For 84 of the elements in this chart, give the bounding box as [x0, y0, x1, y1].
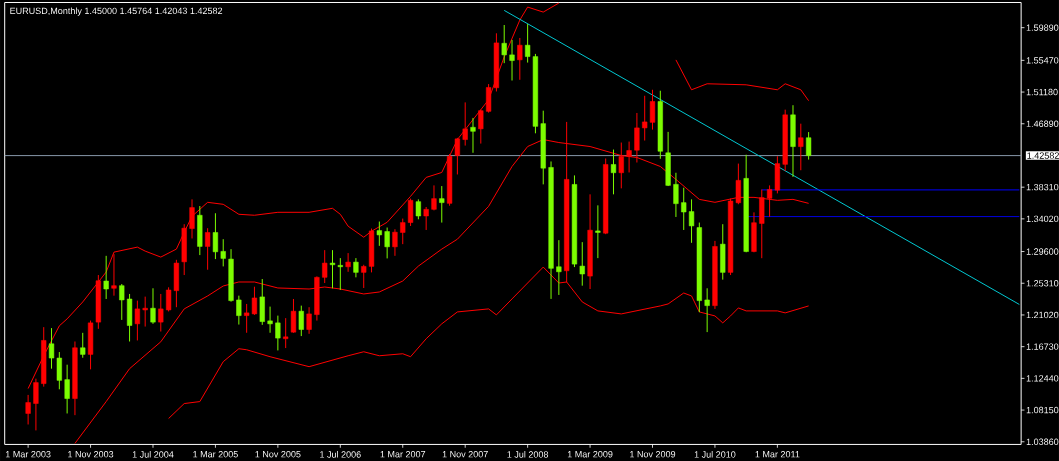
- candlestick: [806, 131, 812, 160]
- y-tick-label: 1.34020: [1026, 215, 1059, 222]
- candlestick: [454, 137, 460, 175]
- y-tick-label: 1.38310: [1026, 183, 1059, 191]
- candlestick: [142, 295, 148, 327]
- candlestick: [212, 212, 219, 260]
- candlestick: [267, 305, 273, 334]
- candlestick: [290, 298, 297, 334]
- candlestick: [376, 220, 382, 247]
- candlestick: [392, 228, 398, 257]
- x-tick-label: 1 Jul 2008: [507, 450, 549, 458]
- candlestick: [517, 37, 523, 81]
- candlestick: [681, 187, 687, 231]
- candlestick: [439, 185, 445, 223]
- candlestick: [556, 239, 562, 296]
- y-tick-label: 1.29600: [1026, 248, 1059, 255]
- text: EURUSD,Monthly 1.45000 1.45764 1.42043 1.42582: [10, 7, 223, 16]
- y-tick-label: 1.03860: [1026, 438, 1059, 445]
- x-tick-label: 1 Mar 2005: [193, 450, 238, 458]
- candlestick: [298, 304, 304, 337]
- y-tick-label: 1.21020: [1026, 311, 1059, 318]
- x-tick-label: 1 Jul 2006: [320, 450, 361, 458]
- candlestick: [134, 299, 140, 341]
- candlestick: [618, 141, 624, 189]
- candlestick: [595, 204, 601, 259]
- candlestick: [501, 24, 507, 64]
- candlestick: [103, 255, 109, 300]
- candlestick: [353, 257, 359, 278]
- candlestick: [361, 264, 367, 289]
- candlestick: [150, 287, 156, 325]
- candlestick: [798, 123, 804, 171]
- x-tick-label: 1 Jul 2004: [132, 450, 174, 458]
- candlestick: [345, 252, 351, 273]
- x-tick-label: 1 Nov 2009: [630, 450, 676, 458]
- y-tick-label: 1.51180: [1026, 88, 1058, 96]
- candlestick: [158, 293, 164, 332]
- candlestick: [283, 317, 289, 349]
- candlestick: [688, 198, 695, 244]
- candlestick: [64, 364, 70, 414]
- candlestick: [220, 238, 226, 267]
- candlestick: [189, 198, 195, 239]
- y-tick-label: 1.55470: [1026, 56, 1059, 64]
- candlestick: [704, 287, 710, 333]
- x-tick-label: 1 Mar 2003: [5, 450, 51, 458]
- y-tick-label: 1.16730: [1026, 343, 1059, 350]
- y-tick-label: 1.46890: [1026, 120, 1059, 127]
- candlestick: [384, 226, 390, 259]
- candlestick: [25, 394, 31, 425]
- y-tick-label: 1.59890: [1026, 24, 1059, 31]
- candlestick: [462, 101, 468, 146]
- candlestick: [80, 332, 86, 359]
- candlestick: [400, 217, 406, 245]
- candlestick: [322, 249, 328, 284]
- y-tick-label: 1.25310: [1026, 279, 1059, 287]
- x-tick-label: 1 Mar 2007: [380, 450, 426, 458]
- candlestick: [306, 306, 312, 335]
- candlestick: [509, 39, 515, 81]
- x-tick-label: 1 Nov 2003: [68, 450, 114, 458]
- candlestick: [205, 227, 211, 271]
- candlestick: [236, 294, 242, 325]
- candlestick: [275, 314, 281, 351]
- x-tick-label: 1 Mar 2009: [567, 450, 613, 458]
- candlestick: [649, 89, 656, 130]
- candlestick: [673, 172, 679, 218]
- y-tick-label: 1.12440: [1026, 374, 1059, 382]
- y-tick-label: 1.08150: [1026, 406, 1059, 414]
- x-tick-label: 1 Nov 2007: [442, 450, 488, 458]
- candlestick: [337, 257, 343, 291]
- candlestick: [431, 184, 437, 211]
- candlestick: [111, 253, 117, 296]
- candlestick: [119, 283, 125, 321]
- candlestick: [579, 241, 585, 286]
- x-tick-label: 1 Jul 2010: [694, 450, 736, 458]
- candlestick: [610, 148, 617, 195]
- candlestick: [470, 117, 476, 154]
- candlestick: [415, 198, 421, 220]
- candlestick: [329, 249, 336, 289]
- x-tick-label: 1 Mar 2011: [755, 450, 800, 458]
- candlestick: [478, 108, 484, 144]
- candlestick: [642, 95, 648, 141]
- x-tick-label: 1 Nov 2005: [255, 450, 301, 458]
- candlestick: [407, 197, 414, 227]
- ref-line-label: 1.42582: [1027, 152, 1059, 159]
- candlestick: [423, 206, 429, 231]
